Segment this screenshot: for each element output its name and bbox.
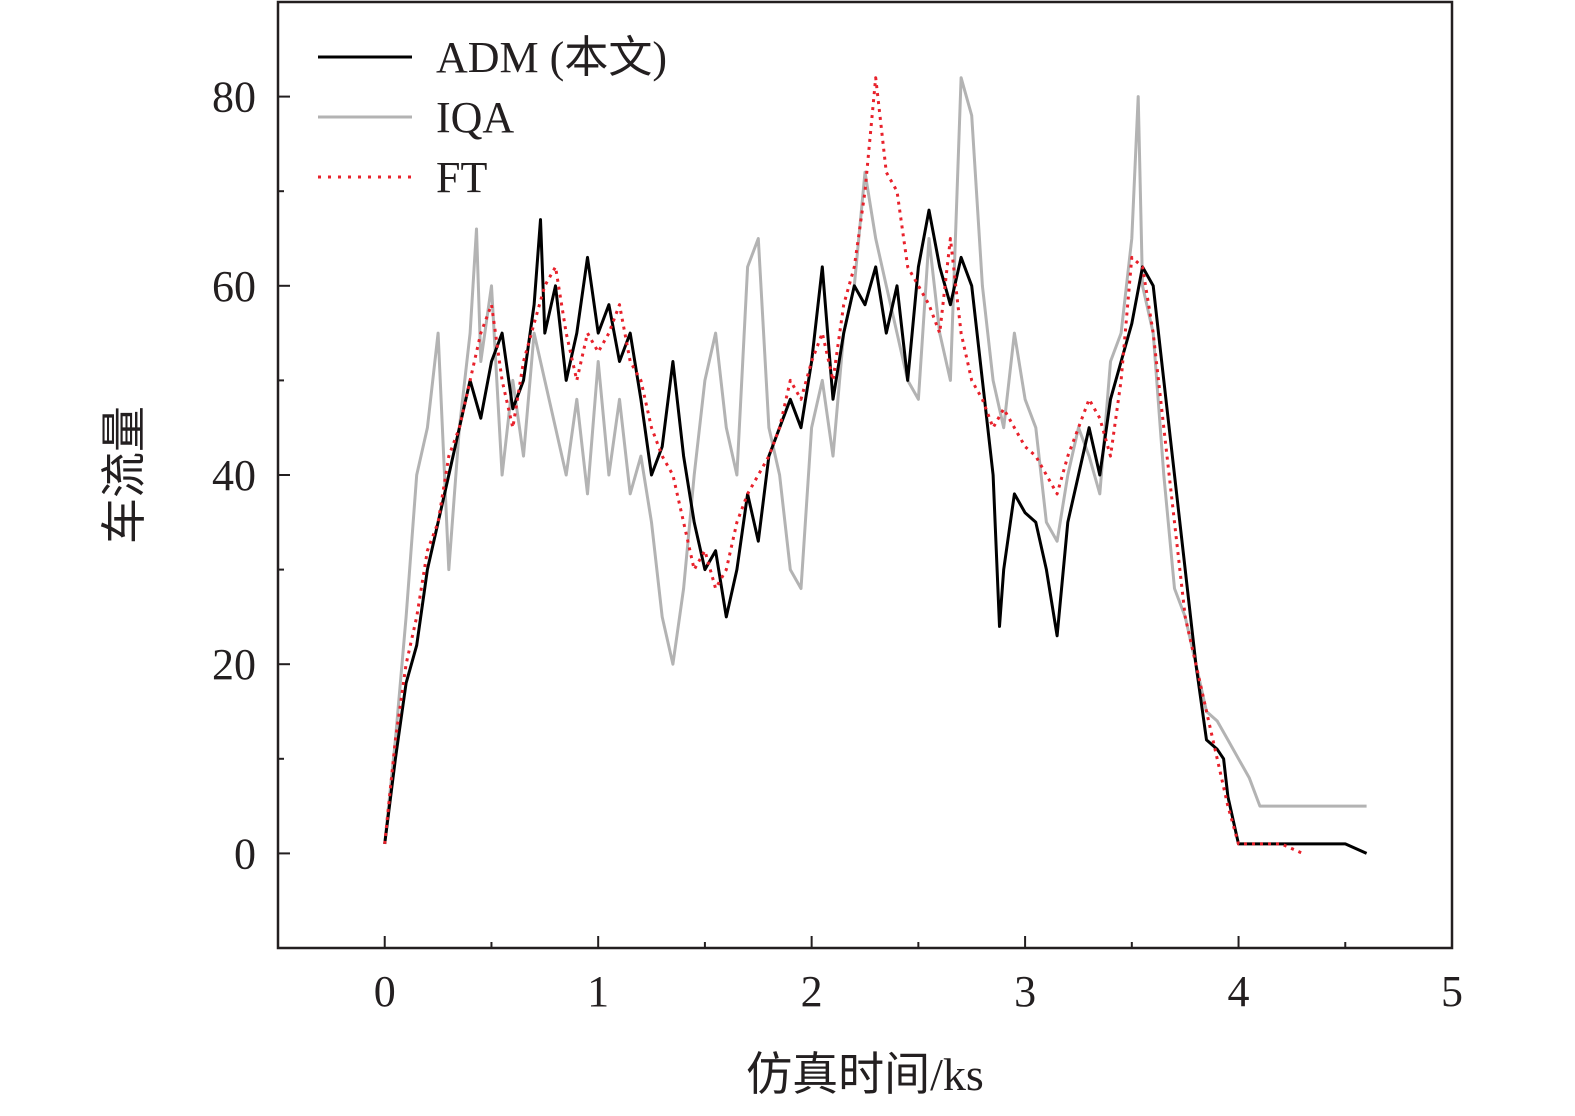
series-line-3 (383, 76, 1304, 855)
x-tick-label: 5 (1441, 967, 1463, 1016)
x-tick-label: 4 (1228, 967, 1250, 1016)
y-axis-label: 车流量 (99, 406, 150, 544)
legend-label-2: IQA (436, 93, 514, 142)
y-tick-label: 80 (212, 73, 256, 122)
legend-label-3: FT (436, 153, 487, 202)
axis-layer: 0 1 2 3 4 5 0 20 40 60 80 (212, 1, 1463, 1016)
y-tick-label: 60 (212, 262, 256, 311)
series-line-1 (383, 208, 1368, 855)
y-tick-label: 0 (234, 829, 256, 878)
series-layer (383, 76, 1368, 855)
x-tick-label: 0 (374, 967, 396, 1016)
legend: ADM (本文) IQA FT (318, 33, 667, 202)
x-tick-label: 2 (801, 967, 823, 1016)
y-tick-label: 20 (212, 640, 256, 689)
x-tick-label: 1 (587, 967, 609, 1016)
x-tick-label: 3 (1014, 967, 1036, 1016)
x-axis-label: 仿真时间/ks (746, 1049, 984, 1100)
series-line-2 (383, 76, 1367, 845)
y-tick-label: 40 (212, 451, 256, 500)
legend-label-1: ADM (本文) (436, 33, 667, 82)
